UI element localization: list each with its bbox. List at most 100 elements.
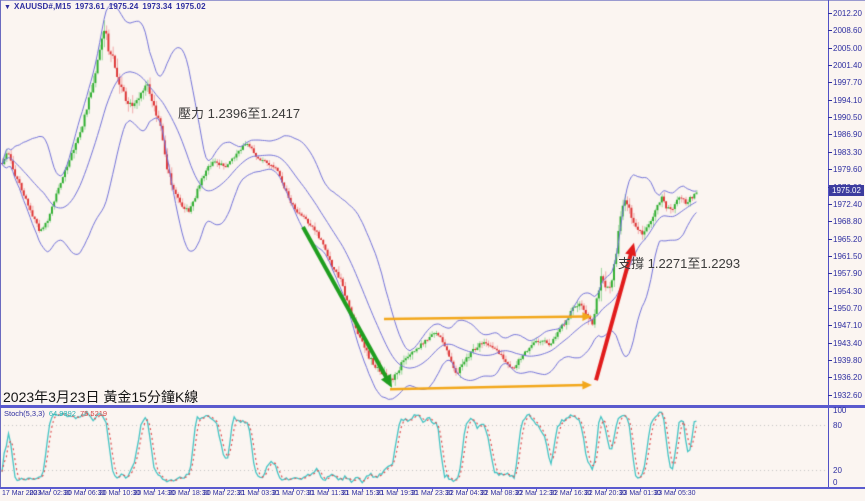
price-tick-mark bbox=[828, 99, 832, 101]
price-tick-mark bbox=[828, 394, 832, 396]
price-tick-label: 1947.10 bbox=[833, 321, 862, 331]
time-tick-mark bbox=[154, 487, 156, 491]
ohlc-close: 1975.02 bbox=[176, 2, 206, 11]
indicator-level-label: 20 bbox=[833, 466, 842, 475]
indicator-name: Stoch(5,3,3) bbox=[4, 409, 45, 418]
price-tick-label: 1986.90 bbox=[833, 130, 862, 140]
time-tick-mark bbox=[362, 487, 364, 491]
price-tick-mark bbox=[828, 30, 832, 32]
price-tick-label: 1983.30 bbox=[833, 147, 862, 157]
time-tick-label: 21 Mar 23:30 bbox=[411, 490, 453, 497]
ohlc-high: 1975.24 bbox=[108, 2, 139, 11]
price-tick-mark bbox=[828, 117, 832, 119]
time-tick-mark bbox=[640, 487, 642, 491]
price-tick-label: 2008.60 bbox=[833, 26, 862, 36]
time-tick-label: 22 Mar 04:30 bbox=[446, 490, 488, 497]
price-tick-mark bbox=[828, 307, 832, 309]
price-tick-label: 2001.40 bbox=[833, 61, 862, 71]
price-tick-mark bbox=[828, 360, 832, 361]
price-tick-label: 1994.10 bbox=[833, 95, 862, 105]
indicator-level-label: 100 bbox=[833, 406, 847, 415]
price-tick-label: 1965.20 bbox=[833, 234, 862, 244]
indicator-label: Stoch(5,3,3) 64.9392 75.5219 bbox=[4, 409, 107, 418]
time-tick-label: 23 Mar 05:30 bbox=[654, 490, 696, 497]
price-tick-label: 1997.70 bbox=[833, 78, 862, 88]
time-tick-label: 21 Mar 19:30 bbox=[376, 490, 418, 497]
time-tick-label: 22 Mar 12:30 bbox=[515, 490, 557, 497]
price-tick-mark bbox=[828, 290, 832, 292]
resistance-annotation: 壓力 1.2396至1.2417 bbox=[178, 106, 301, 121]
price-tick-mark bbox=[828, 255, 832, 257]
price-tick-label: 1961.50 bbox=[833, 251, 862, 261]
time-tick-mark bbox=[605, 487, 607, 491]
indicator-k-value: 64.9392 bbox=[48, 409, 76, 418]
indicator-level-label: 80 bbox=[833, 421, 842, 430]
price-tick-mark bbox=[828, 47, 832, 49]
time-tick-mark bbox=[674, 487, 676, 491]
price-tick-label: 1939.80 bbox=[833, 356, 862, 365]
time-tick-label: 20 Mar 06:30 bbox=[64, 490, 106, 497]
time-tick-label: 22 Mar 20:30 bbox=[584, 490, 627, 497]
time-tick-label: 20 Mar 22:30 bbox=[202, 490, 245, 497]
time-tick-label: 21 Mar 07:30 bbox=[272, 490, 314, 497]
price-tick-mark bbox=[828, 273, 832, 275]
price-tick-mark bbox=[828, 82, 832, 84]
time-tick-mark bbox=[466, 487, 468, 491]
price-tick-mark bbox=[828, 325, 832, 327]
price-tick-label: 1990.50 bbox=[833, 113, 862, 123]
chart-symbol-title[interactable]: ▼ XAUUSD#,M15 1973.61 1975.24 1973.34 1975.02 bbox=[4, 2, 210, 11]
time-tick-mark bbox=[188, 487, 190, 491]
price-tick-mark bbox=[828, 377, 832, 379]
time-tick-label: 20 Mar 18:30 bbox=[168, 490, 210, 497]
ohlc-open: 1973.61 bbox=[75, 2, 105, 11]
symbol-dropdown-icon[interactable]: ▼ bbox=[4, 4, 12, 11]
support-annotation: 支撐 1.2271至1.2293 bbox=[618, 256, 741, 271]
price-tick-mark bbox=[828, 134, 832, 136]
price-tick-label: 1979.60 bbox=[833, 165, 862, 175]
price-tick-label: 2005.00 bbox=[833, 43, 862, 53]
time-tick-mark bbox=[50, 487, 51, 491]
time-tick-mark bbox=[327, 487, 329, 491]
price-tick-mark bbox=[828, 221, 832, 223]
time-tick-label: 20 Mar 10:30 bbox=[98, 490, 141, 497]
time-tick-label: 20 Mar 14:30 bbox=[133, 490, 175, 497]
price-tick-mark bbox=[828, 65, 832, 67]
chart-top-border bbox=[0, 0, 865, 1]
price-tick-mark bbox=[828, 238, 832, 240]
price-tick-label: 1954.30 bbox=[833, 286, 862, 296]
price-tick-mark bbox=[828, 13, 832, 14]
time-tick-mark bbox=[258, 487, 260, 491]
time-tick-mark bbox=[536, 487, 538, 491]
price-tick-label: 1943.40 bbox=[833, 338, 862, 348]
time-tick-mark bbox=[431, 487, 433, 491]
time-tick-mark bbox=[397, 487, 399, 491]
price-tick-mark bbox=[828, 169, 832, 171]
time-tick-mark bbox=[570, 487, 572, 491]
ohlc-low: 1973.34 bbox=[142, 2, 173, 11]
chart-indicator-divider[interactable] bbox=[0, 405, 865, 408]
time-tick-label: 21 Mar 03:30 bbox=[237, 490, 279, 497]
price-tick-label: 1968.80 bbox=[833, 217, 862, 227]
chart-caption: 2023年3月23日 黃金15分鐘K線 bbox=[3, 389, 199, 405]
price-tick-label: 1972.40 bbox=[833, 199, 862, 209]
time-tick-mark bbox=[223, 487, 225, 491]
time-tick-mark bbox=[501, 487, 503, 491]
stochastic-canvas[interactable] bbox=[0, 408, 828, 487]
price-axis-line bbox=[828, 0, 829, 489]
price-tick-label: 2012.20 bbox=[833, 9, 862, 18]
time-tick-label: 22 Mar 08:30 bbox=[480, 490, 522, 497]
price-chart-canvas[interactable] bbox=[0, 0, 828, 405]
indicator-d-value: 75.5219 bbox=[79, 409, 108, 418]
time-tick-label: 22 Mar 16:30 bbox=[550, 490, 592, 497]
time-tick-label: 21 Mar 11:30 bbox=[307, 490, 349, 497]
time-tick-label: 21 Mar 15:30 bbox=[341, 490, 384, 497]
price-tick-label: 1957.90 bbox=[833, 269, 862, 279]
price-tick-mark bbox=[828, 151, 832, 153]
time-tick-label: 20 Mar 02:30 bbox=[29, 490, 71, 497]
price-tick-label: 1936.20 bbox=[833, 373, 862, 383]
price-tick-label: 1950.70 bbox=[833, 303, 862, 313]
time-tick-mark bbox=[84, 487, 86, 491]
time-tick-label: 23 Mar 01:30 bbox=[619, 490, 661, 497]
time-tick-mark bbox=[119, 487, 121, 491]
